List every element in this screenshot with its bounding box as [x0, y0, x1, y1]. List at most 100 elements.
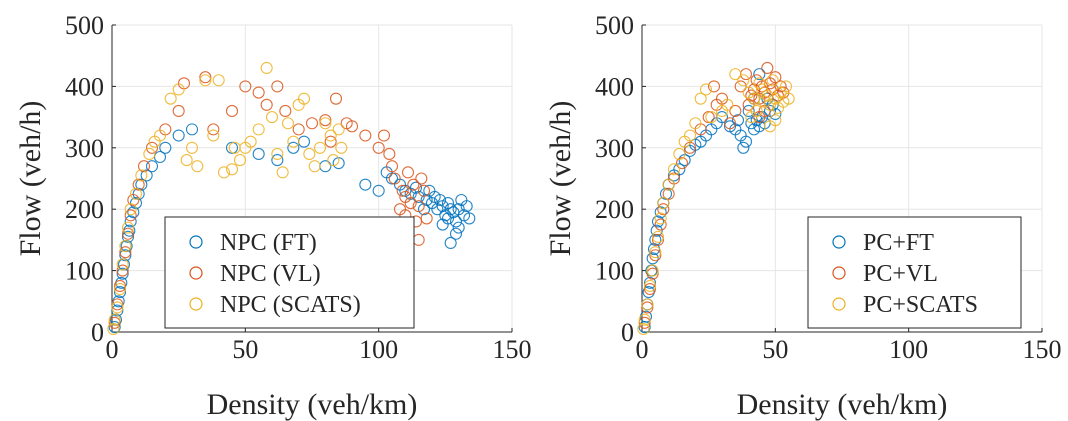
left-y-axis-label: Flow (veh/h) — [14, 101, 47, 257]
x-tick-label: 50 — [762, 335, 788, 364]
left-chart-panel: 0 50 100 150 0 100 200 300 400 500 Density (veh/k… — [14, 11, 532, 421]
npc-scats-point — [252, 123, 265, 136]
pc-vl-point — [753, 111, 766, 124]
pc-ft-point — [731, 114, 745, 127]
npc-vl-point — [108, 316, 121, 329]
legend-marker-pc-scats — [832, 297, 846, 311]
pc-scats-point — [646, 264, 659, 277]
npc-vl-point — [116, 264, 129, 277]
npc-ft-point — [145, 160, 159, 173]
npc-scats-point — [271, 147, 284, 160]
pc-ft-point — [651, 215, 665, 228]
npc-vl-point — [399, 190, 412, 203]
x-tick-label: 50 — [232, 335, 258, 364]
y-tick-label: 500 — [65, 11, 104, 40]
x-tick-label: 150 — [1023, 335, 1062, 364]
npc-ft-point — [444, 203, 457, 216]
y-tick-label: 400 — [65, 72, 104, 101]
npc-ft-point — [159, 141, 172, 154]
pc-scats-point — [753, 77, 766, 90]
pc-scats-point — [779, 80, 793, 93]
npc-vl-point — [345, 120, 359, 133]
npc-vl-point — [388, 172, 401, 185]
npc-vl-point — [279, 104, 292, 118]
npc-ft-point — [271, 154, 284, 167]
npc-scats-point — [217, 166, 231, 179]
npc-scats-point — [180, 154, 193, 167]
npc-scats-point — [116, 258, 129, 271]
npc-vl-point — [324, 135, 337, 148]
npc-vl-point — [199, 71, 212, 84]
pc-ft-point — [739, 135, 753, 148]
left-x-axis-label: Density (veh/km) — [207, 388, 418, 421]
pc-vl-point — [651, 233, 665, 246]
legend-marker-pc-vl — [832, 266, 846, 280]
npc-ft-point — [108, 321, 121, 334]
pc-ft-point — [753, 68, 766, 81]
legend-label-npc-scats: NPC (SCATS) — [220, 292, 361, 318]
npc-scats-point — [324, 129, 337, 142]
npc-vl-point — [420, 212, 433, 225]
npc-scats-point — [327, 154, 340, 167]
npc-ft-point — [372, 184, 385, 197]
npc-ft-point — [119, 249, 132, 262]
left-tick-labels: 0 50 100 150 0 100 200 300 400 500 — [65, 11, 532, 364]
pc-scats-point — [689, 117, 702, 130]
pc-vl-point — [758, 86, 771, 99]
npc-vl-point — [119, 246, 132, 259]
pc-vl-point — [774, 80, 787, 93]
pc-vl-point — [675, 157, 689, 170]
npc-ft-point — [436, 218, 449, 231]
pc-vl-point — [702, 111, 715, 124]
right-legend: PC+FT PC+VL PC+SCATS — [807, 216, 1022, 329]
npc-scats-point — [172, 83, 185, 96]
pc-scats-point — [683, 129, 697, 142]
npc-vl-point — [271, 80, 284, 93]
npc-ft-point — [172, 129, 185, 142]
y-tick-label: 0 — [91, 318, 104, 347]
npc-scats-point — [244, 135, 257, 148]
y-tick-label: 400 — [595, 72, 634, 101]
npc-scats-point — [297, 92, 311, 105]
pc-vl-point — [769, 71, 782, 84]
npc-vl-point — [319, 114, 332, 127]
y-tick-label: 100 — [595, 257, 634, 286]
pc-scats-point — [745, 111, 758, 124]
npc-vl-point — [329, 92, 343, 105]
npc-scats-point — [303, 147, 316, 160]
npc-ft-point — [359, 178, 372, 191]
npc-ft-point — [113, 286, 127, 299]
pc-vl-point — [654, 218, 667, 231]
right-x-axis-label: Density (veh/km) — [737, 388, 948, 421]
npc-vl-point — [385, 160, 399, 173]
npc-scats-point — [121, 221, 135, 234]
pc-ft-point — [737, 141, 750, 154]
npc-vl-point — [252, 86, 265, 99]
pc-vl-point — [729, 104, 742, 118]
pc-scats-point — [721, 98, 734, 111]
npc-vl-point — [372, 141, 385, 154]
npc-scats-point — [164, 92, 177, 105]
pc-scats-point — [651, 230, 665, 243]
legend-label-pc-vl: PC+VL — [863, 261, 938, 287]
npc-ft-point — [460, 200, 473, 213]
npc-scats-point — [113, 282, 127, 296]
npc-ft-point — [127, 206, 140, 219]
npc-scats-point — [276, 166, 289, 179]
npc-scats-point — [233, 154, 247, 167]
pc-scats-point — [766, 74, 779, 87]
npc-vl-point — [292, 123, 305, 136]
npc-scats-point — [191, 160, 204, 173]
left-legend-box — [164, 216, 415, 329]
pc-scats-point — [699, 83, 713, 96]
npc-vl-point — [145, 141, 159, 154]
pc-ft-point — [659, 187, 673, 200]
pc-ft-point — [649, 233, 662, 246]
npc-ft-point — [135, 178, 148, 191]
npc-vl-point — [377, 129, 391, 142]
npc-scats-point — [212, 74, 225, 87]
npc-vl-point — [113, 279, 127, 293]
npc-scats-point — [225, 163, 239, 176]
y-tick-label: 500 — [595, 11, 634, 40]
